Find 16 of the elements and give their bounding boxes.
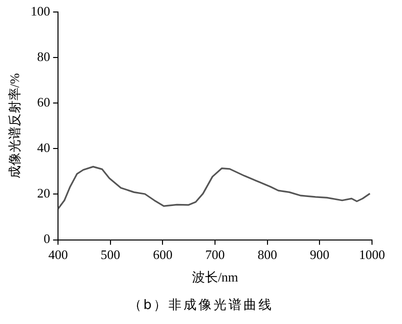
y-tick-label: 0 [44, 231, 50, 246]
x-tick-label: 600 [152, 247, 172, 262]
x-axis-title: 波长/nm [192, 270, 238, 285]
y-axis-title: 成像光谱反射率/% [7, 73, 22, 179]
y-tick-label: 40 [37, 140, 50, 156]
y-tick-label: 20 [37, 186, 50, 201]
x-tick-label: 900 [310, 247, 330, 262]
x-tick-label: 700 [205, 247, 225, 262]
x-tick-label: 500 [100, 247, 120, 262]
y-tick-label: 100 [30, 3, 50, 18]
x-tick-label: 1000 [359, 247, 385, 262]
y-tick-label: 60 [37, 94, 50, 110]
text: （b）非成像光谱曲线 [127, 297, 275, 314]
x-tick-label: 800 [258, 247, 278, 262]
y-tick-label: 80 [37, 48, 50, 64]
x-tick-label: 400 [48, 247, 68, 262]
